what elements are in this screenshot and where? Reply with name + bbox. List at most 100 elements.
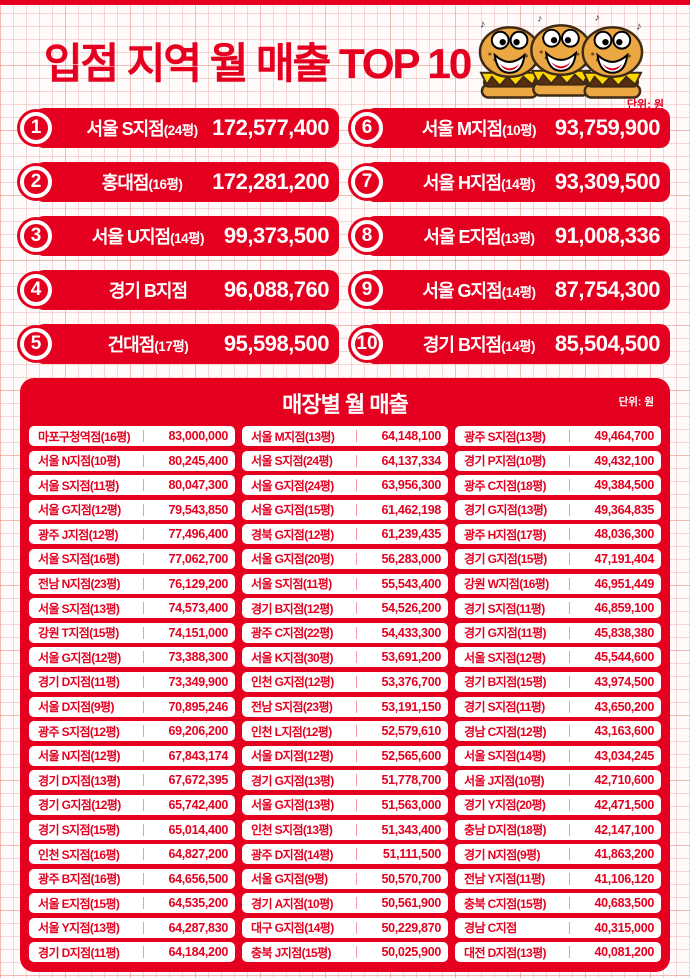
- top10-row: 6 서울 M지점(10평) 93,759,900: [351, 108, 670, 148]
- cell-divider: [142, 454, 144, 467]
- cell-divider: [568, 700, 570, 713]
- cell-store-name: 서울 E지점(15평): [38, 896, 120, 911]
- cell-sales-value: 80,245,400: [168, 453, 228, 468]
- cell-store-name: 서울 S지점(24평): [251, 454, 333, 469]
- cell-sales-value: 67,672,395: [168, 773, 228, 788]
- cell-divider: [568, 798, 570, 811]
- sales-table-cell: 광주 S지점(13평) 49,464,700: [455, 426, 661, 446]
- rank-badge: 7: [351, 166, 383, 198]
- cell-sales-value: 56,283,000: [381, 551, 441, 566]
- header: 입점 지역 월 매출 TOP 10: [0, 0, 690, 99]
- cell-sales-value: 64,535,200: [168, 896, 228, 911]
- sales-table-cell: 서울 G지점(24평) 63,956,300: [242, 475, 448, 496]
- store-name: 서울 G지점(14평): [403, 277, 555, 303]
- store-name: 경기 B지점(14평): [403, 331, 555, 357]
- cell-sales-value: 55,543,400: [381, 576, 441, 591]
- sales-table-cell: 서울 Y지점(13평) 64,287,830: [29, 917, 235, 938]
- cell-sales-value: 43,034,245: [594, 748, 654, 763]
- sales-table-cell: 서울 M지점(13평) 64,148,100: [242, 426, 448, 446]
- cell-sales-value: 53,691,200: [381, 650, 441, 665]
- cell-store-name: 서울 G지점(24평): [251, 478, 334, 493]
- top10-row: 10 경기 B지점(14평) 85,504,500: [351, 324, 670, 364]
- cell-store-name: 경기 D지점(11평): [38, 945, 120, 960]
- cell-divider: [355, 749, 357, 762]
- cell-divider: [568, 675, 570, 688]
- sales-table-cell: 경기 D지점(11평) 64,184,200: [29, 942, 235, 963]
- store-name-text: 경기 B지점: [422, 335, 502, 355]
- cell-store-name: 대구 G지점(14평): [251, 921, 334, 936]
- cell-divider: [568, 921, 570, 934]
- cell-store-name: 경기 D지점(13평): [38, 773, 121, 788]
- cell-store-name: 강원 T지점(15평): [38, 626, 119, 641]
- cell-divider: [142, 798, 144, 811]
- cell-store-name: 경기 G지점(15평): [464, 552, 547, 567]
- cell-sales-value: 40,315,000: [594, 920, 654, 935]
- store-name-text: 서울 H지점: [422, 173, 502, 193]
- rank-number: 2: [30, 171, 42, 192]
- sales-table-cell: 경기 D지점(13평) 67,672,395: [29, 770, 235, 791]
- cell-divider: [355, 897, 357, 910]
- top-border-strip: [0, 0, 690, 5]
- top10-list: 1 서울 S지점(24평) 172,577,400 2 홍대점(16평) 172…: [0, 108, 690, 364]
- rank-number: 8: [361, 225, 373, 246]
- cell-store-name: 서울 M지점(13평): [251, 429, 335, 444]
- cell-sales-value: 63,956,300: [381, 478, 441, 493]
- cell-sales-value: 51,343,400: [381, 822, 441, 837]
- store-name: 서울 E지점(13평): [403, 223, 555, 249]
- sales-table-cell: 광주 D지점(14평) 51,111,500: [242, 844, 448, 865]
- sales-amount: 85,504,500: [554, 331, 661, 356]
- store-name: 서울 U지점(14평): [72, 223, 224, 249]
- svg-text:♪: ♪: [480, 18, 485, 30]
- cell-sales-value: 65,742,400: [168, 797, 228, 812]
- cell-sales-value: 70,895,246: [168, 699, 228, 714]
- top10-row: 9 서울 G지점(14평) 87,754,300: [351, 270, 670, 310]
- rank-number: 1: [30, 117, 42, 138]
- cell-divider: [142, 848, 144, 861]
- sales-amount: 95,598,500: [223, 331, 330, 356]
- rank-bar: 홍대점(16평) 172,281,200: [34, 162, 339, 202]
- sales-table-cell: 경기 Y지점(20평) 42,471,500: [455, 794, 661, 815]
- cell-store-name: 경기 D지점(11평): [38, 675, 120, 690]
- cell-sales-value: 54,526,200: [381, 601, 441, 616]
- sales-table-cell: 서울 G지점(15평) 61,462,198: [242, 499, 448, 520]
- top10-row: 1 서울 S지점(24평) 172,577,400: [20, 108, 339, 148]
- sales-table-cell: 대전 D지점(13평) 40,081,200: [455, 942, 661, 963]
- cell-sales-value: 45,838,380: [594, 625, 654, 640]
- cell-sales-value: 47,191,404: [594, 551, 654, 566]
- cell-store-name: 경남 C지점: [464, 921, 517, 936]
- cell-divider: [568, 897, 570, 910]
- store-name-text: 서울 E지점: [423, 227, 501, 247]
- cell-sales-value: 42,147,100: [594, 822, 654, 837]
- cell-sales-value: 61,462,198: [381, 502, 441, 517]
- cell-store-name: 경기 B지점(15평): [464, 675, 547, 690]
- cell-sales-value: 41,106,120: [594, 871, 654, 886]
- top10-row: 4 경기 B지점 96,088,760: [20, 270, 339, 310]
- cell-sales-value: 64,184,200: [168, 945, 228, 960]
- sales-table-cell: 경기 G지점(13평) 49,364,835: [455, 499, 661, 520]
- cell-store-name: 서울 N지점(10평): [38, 454, 121, 469]
- cell-sales-value: 65,014,400: [168, 822, 228, 837]
- cell-sales-value: 51,111,500: [382, 847, 441, 862]
- store-name-text: 홍대점: [101, 173, 150, 193]
- cell-divider: [142, 430, 144, 442]
- sales-table-column: 서울 M지점(13평) 64,148,100 서울 S지점(24평) 64,13…: [242, 426, 448, 963]
- cell-sales-value: 77,496,400: [168, 527, 228, 542]
- rank-badge: 1: [20, 112, 52, 144]
- cell-sales-value: 40,683,500: [594, 896, 654, 911]
- cell-sales-value: 51,778,700: [381, 773, 441, 788]
- top10-row: 5 건대점(17평) 95,598,500: [20, 324, 339, 364]
- sales-table-cell: 경기 G지점(13평) 51,778,700: [242, 770, 448, 791]
- cell-divider: [568, 602, 570, 615]
- cell-sales-value: 50,229,870: [381, 920, 441, 935]
- sales-table-cell: 강원 T지점(15평) 74,151,000: [29, 622, 235, 643]
- sales-table-cell: 서울 S지점(16평) 77,062,700: [29, 548, 235, 569]
- cell-store-name: 경기 G지점(11평): [464, 626, 547, 641]
- rank-bar: 경기 B지점(14평) 85,504,500: [365, 324, 670, 364]
- svg-text:♪: ♪: [537, 13, 542, 24]
- cell-divider: [142, 749, 144, 762]
- cell-sales-value: 43,974,500: [594, 674, 654, 689]
- cell-sales-value: 52,579,610: [381, 724, 441, 739]
- cell-sales-value: 49,364,835: [594, 502, 654, 517]
- store-name-text: 서울 G지점: [422, 281, 502, 301]
- cell-sales-value: 73,349,900: [168, 674, 228, 689]
